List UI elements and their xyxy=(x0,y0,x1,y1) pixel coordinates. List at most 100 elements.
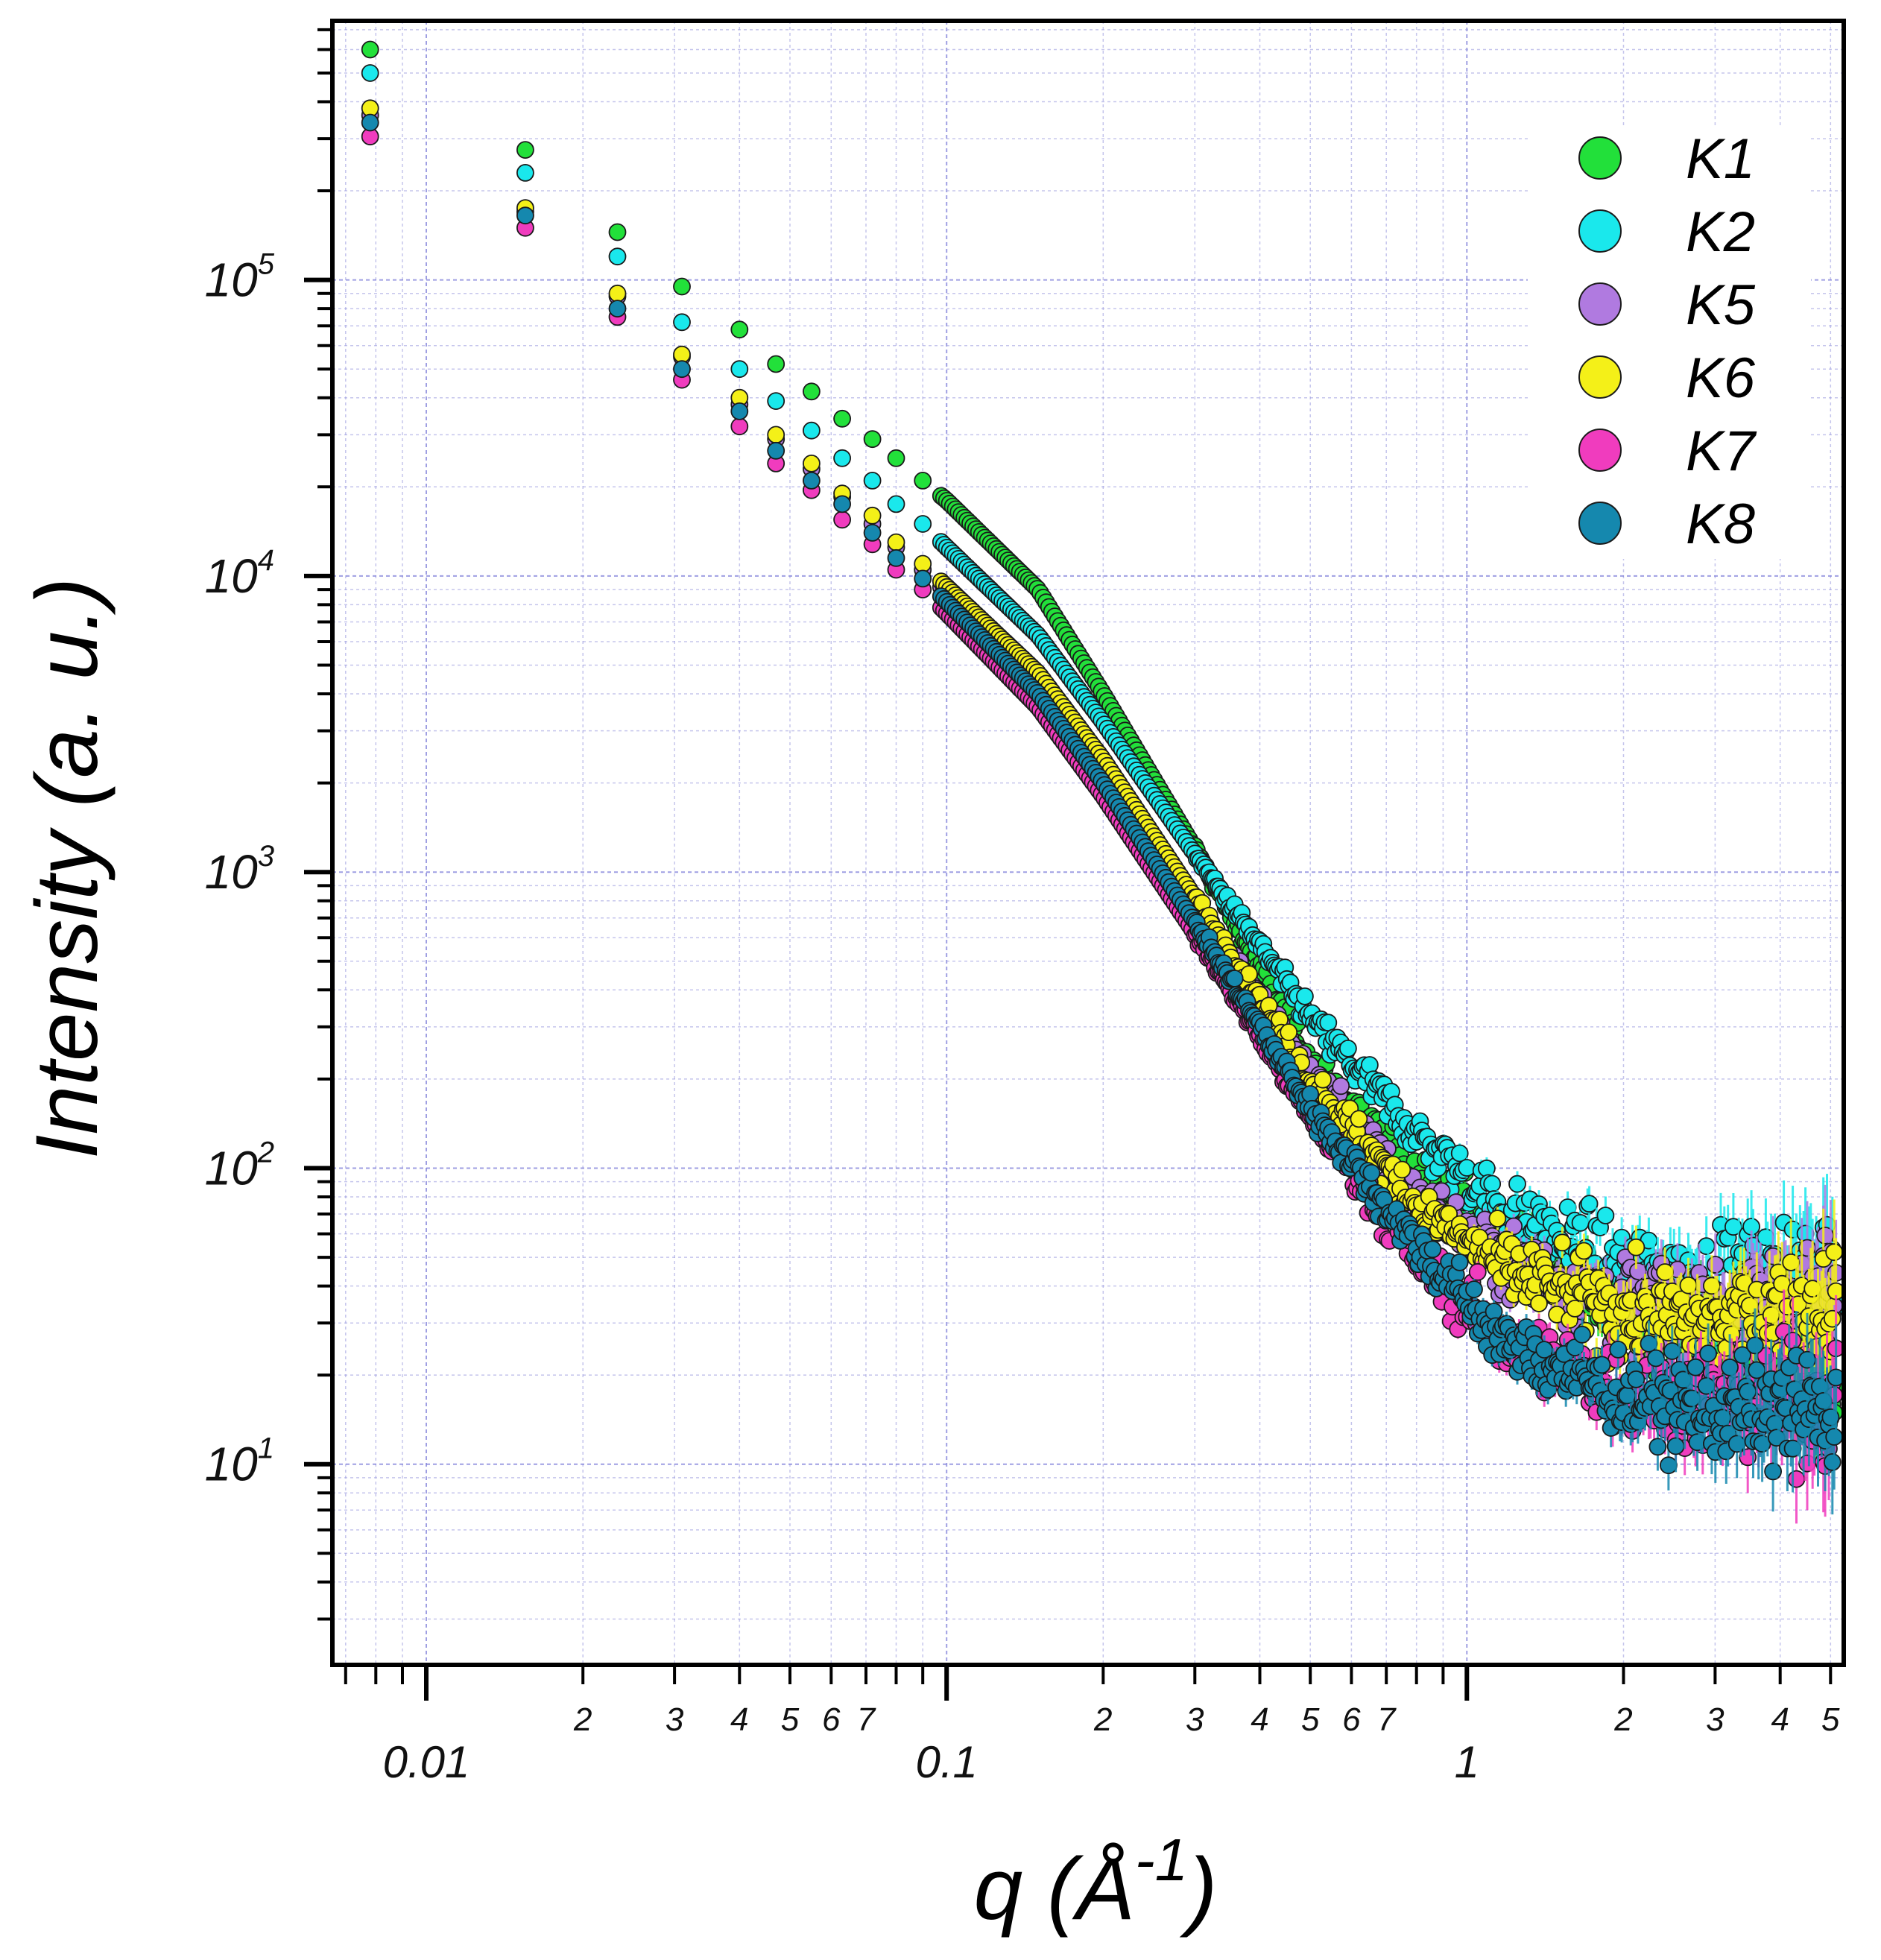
x-axis-title-exponent: -1 xyxy=(1135,1827,1188,1893)
data-point xyxy=(673,313,691,332)
x-minor-tick-label: 5 xyxy=(781,1701,800,1738)
data-point xyxy=(767,355,785,373)
x-minor-tick-label: 2 xyxy=(573,1701,592,1738)
data-point xyxy=(1627,1370,1646,1388)
x-minor-tick-label: 3 xyxy=(1186,1701,1204,1738)
data-point xyxy=(914,569,932,588)
data-point xyxy=(1553,1233,1572,1252)
data-point xyxy=(1706,1256,1724,1274)
y-tick-exponent: 3 xyxy=(258,840,274,873)
data-point xyxy=(1764,1462,1783,1481)
data-point xyxy=(730,320,749,339)
data-point xyxy=(1697,1237,1716,1255)
data-point xyxy=(887,533,905,551)
data-point xyxy=(1648,1438,1667,1456)
legend-marker xyxy=(1578,502,1622,545)
data-point xyxy=(833,495,851,513)
data-point xyxy=(1350,1110,1368,1128)
y-tick-base: 10 xyxy=(205,845,259,899)
x-minor-tick-label: 4 xyxy=(730,1701,748,1738)
data-point xyxy=(673,360,691,379)
x-minor-tick-label: 6 xyxy=(822,1701,841,1738)
data-point xyxy=(1580,1195,1599,1213)
data-point xyxy=(914,472,932,490)
data-point xyxy=(516,163,534,182)
data-point xyxy=(1339,1040,1357,1058)
x-minor-tick-label: 4 xyxy=(1771,1701,1789,1738)
data-point xyxy=(1593,1356,1611,1374)
y-tick-exponent: 5 xyxy=(258,248,275,281)
data-point xyxy=(516,141,534,159)
data-point xyxy=(1666,1437,1685,1455)
data-point xyxy=(1825,1428,1844,1446)
data-point xyxy=(1423,1240,1442,1259)
data-point xyxy=(1823,1309,1842,1328)
data-point xyxy=(914,554,932,573)
series-K8 xyxy=(361,113,1845,1515)
data-point xyxy=(833,409,851,428)
data-point xyxy=(608,247,627,266)
legend-label: K1 xyxy=(1686,127,1755,191)
data-point xyxy=(1458,1159,1476,1177)
y-tick-base: 10 xyxy=(205,253,259,307)
data-point xyxy=(1573,1325,1591,1344)
data-point xyxy=(1683,1389,1701,1408)
data-point xyxy=(1450,1144,1469,1163)
y-tick-base: 10 xyxy=(205,1142,259,1195)
data-point xyxy=(1508,1175,1526,1193)
data-point xyxy=(1468,1262,1487,1281)
data-point xyxy=(767,392,785,410)
data-point xyxy=(1783,1332,1802,1350)
data-point xyxy=(730,402,749,420)
data-point xyxy=(1697,1376,1716,1395)
data-point xyxy=(1787,1470,1806,1488)
legend-label: K6 xyxy=(1686,347,1756,410)
data-point xyxy=(1825,1243,1844,1262)
y-tick-base: 10 xyxy=(205,549,259,603)
data-point xyxy=(1823,1453,1842,1471)
legend-label: K5 xyxy=(1686,274,1756,337)
data-point xyxy=(863,430,882,449)
data-point xyxy=(608,284,627,303)
data-point xyxy=(1745,1336,1764,1355)
data-point xyxy=(608,300,627,318)
x-minor-tick-label: 5 xyxy=(1301,1701,1320,1738)
legend: K1 K2 K5 K6 K7 K8 xyxy=(1528,127,1811,559)
y-tick-base: 10 xyxy=(205,1438,259,1491)
x-minor-tick-label: 3 xyxy=(666,1701,684,1738)
data-point xyxy=(1640,1335,1658,1353)
x-minor-tick-label: 4 xyxy=(1251,1701,1268,1738)
data-point xyxy=(803,421,821,440)
x-minor-tick-label: 2 xyxy=(1093,1701,1112,1738)
data-point xyxy=(1609,1341,1628,1359)
y-major-tick-label: 104 xyxy=(205,544,274,603)
y-major-tick-label: 103 xyxy=(205,840,274,899)
data-point xyxy=(1450,1253,1469,1271)
data-point xyxy=(1488,1210,1507,1227)
x-minor-tick-label: 2 xyxy=(1613,1701,1632,1738)
data-point xyxy=(803,455,821,472)
legend-background xyxy=(1528,127,1811,559)
data-point xyxy=(833,510,851,529)
legend-marker xyxy=(1578,429,1622,472)
y-tick-exponent: 4 xyxy=(258,544,274,577)
y-axis-title: Intensity (a. u.) xyxy=(18,578,116,1159)
axis-ticks xyxy=(304,28,1833,1701)
x-major-tick-label: 0.01 xyxy=(383,1737,470,1787)
data-point xyxy=(1627,1238,1646,1256)
data-point xyxy=(1225,970,1244,987)
x-minor-tick-label: 3 xyxy=(1706,1701,1724,1738)
data-point xyxy=(803,472,821,490)
y-major-tick-label: 102 xyxy=(205,1137,274,1195)
legend-marker xyxy=(1578,355,1622,399)
data-point xyxy=(1530,1294,1548,1312)
data-point xyxy=(863,524,882,542)
x-minor-tick-label: 7 xyxy=(857,1701,876,1738)
data-point xyxy=(1296,987,1314,1005)
data-point xyxy=(1361,1056,1379,1074)
data-point xyxy=(803,382,821,401)
y-major-tick-label: 101 xyxy=(205,1432,274,1491)
data-point xyxy=(1727,1435,1746,1453)
data-point xyxy=(1686,1358,1705,1376)
